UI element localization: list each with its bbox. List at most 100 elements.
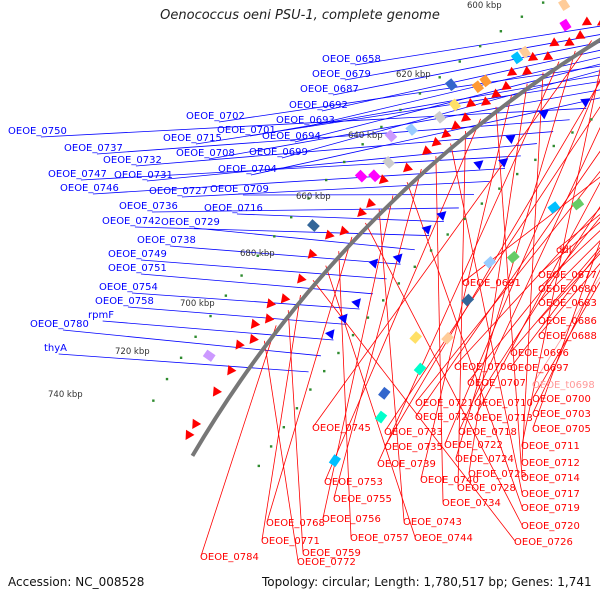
gene-label-forward: OEOE_0709 (210, 184, 269, 195)
gene-label-reverse: OEOE_0712 (521, 458, 580, 469)
reverse-gene-arrow (451, 120, 462, 130)
gene-label-forward: OEOE_0694 (262, 131, 321, 142)
reverse-gene-arrow (235, 339, 245, 350)
genome-backbone (190, 37, 600, 457)
dot-marker (257, 464, 260, 468)
forward-gene-arrow (338, 313, 348, 324)
gene-label-forward: OEOE_0731 (114, 170, 173, 181)
gene-label-reverse: OEOE_0717 (521, 489, 580, 500)
reverse-gene-arrow (357, 207, 368, 217)
reverse-gene-arrow (192, 418, 202, 430)
dot-marker (273, 235, 276, 238)
callout-line-reverse (287, 310, 304, 553)
dot-marker (382, 299, 385, 302)
reverse-gene-arrow (250, 318, 261, 329)
gene-label-reverse: OEOE_0744 (414, 533, 473, 544)
dot-marker (413, 265, 416, 268)
gene-label-reverse: OEOE_0711 (521, 441, 580, 452)
reverse-gene-arrow (466, 97, 477, 108)
callout-line-forward (218, 65, 600, 123)
reverse-gene-arrow (212, 386, 222, 397)
dot-marker (429, 249, 433, 252)
callout-lines (40, 25, 600, 562)
reverse-gene-arrow (564, 36, 575, 47)
callout-line-reverse (450, 143, 523, 494)
feature-block (413, 362, 427, 376)
feature-block (384, 129, 398, 143)
callout-line-forward (294, 63, 600, 143)
callout-line-forward (140, 259, 387, 280)
dot-marker (446, 233, 449, 236)
callout-line-forward (321, 49, 600, 112)
dot-marker (499, 30, 503, 33)
reverse-gene-arrow (249, 333, 259, 345)
dot-marker (295, 407, 299, 410)
callout-line-reverse (415, 170, 600, 403)
gene-arrows (185, 16, 600, 440)
dot-marker (209, 314, 212, 318)
reverse-gene-arrow (297, 273, 307, 284)
feature-block (374, 410, 388, 424)
reverse-gene-arrow (543, 51, 554, 61)
callout-line-reverse (377, 61, 560, 464)
callout-line-reverse (365, 222, 523, 526)
callout-line-reverse (266, 236, 353, 523)
gene-label-reverse: OEOE_0721 (415, 398, 474, 409)
gene-label-reverse: ddl (556, 245, 571, 256)
gene-label-reverse: OEOE_0706 (454, 362, 513, 373)
gene-label-reverse: OEOE_0772 (297, 557, 356, 568)
callout-line-reverse (532, 269, 600, 414)
gene-label-forward: OEOE_0732 (103, 155, 162, 166)
gene-label-reverse: OEOE_0720 (521, 521, 580, 532)
gene-label-reverse: OEOE_0703 (532, 409, 591, 420)
gene-label-forward: OEOE_0754 (99, 282, 158, 293)
ruler-label: 700 kbp (180, 299, 215, 309)
callout-line-reverse (458, 126, 600, 432)
gene-label-forward: rpmF (88, 310, 114, 321)
callout-line-reverse (312, 40, 593, 428)
gene-label-forward: OEOE_0693 (276, 115, 335, 126)
accession-text: Accession: NC_008528 (8, 575, 145, 589)
callout-line-forward (62, 329, 321, 357)
reverse-gene-arrow (421, 145, 433, 155)
reverse-gene-arrow (481, 96, 492, 106)
dot-marker (541, 1, 545, 4)
feature-block (202, 349, 216, 362)
forward-gene-arrow (325, 329, 335, 340)
gene-label-reverse: OEOE_0733 (384, 427, 443, 438)
dot-marker (438, 76, 441, 79)
dot-marker (194, 335, 197, 338)
gene-label-forward: OEOE_0738 (137, 235, 196, 246)
genome-summary-text: Topology: circular; Length: 1,780,517 bp… (262, 575, 592, 589)
gene-label-forward: OEOE_0749 (108, 249, 167, 260)
reverse-gene-arrow (501, 80, 512, 91)
callout-line-forward (146, 143, 537, 182)
feature-block (445, 78, 458, 92)
dot-marker (290, 216, 293, 219)
gene-label-reverse: OEOE_0739 (377, 459, 436, 470)
gene-label-forward: OEOE_0699 (249, 147, 308, 158)
callout-line-reverse (510, 249, 600, 368)
dot-marker (498, 187, 501, 190)
gene-label-reverse: OEOE_t0698 (532, 380, 595, 391)
callout-line-forward (169, 245, 401, 265)
forward-gene-arrow (538, 110, 549, 120)
forward-gene-arrow (436, 211, 447, 221)
gene-label-forward: OEOE_0746 (60, 183, 119, 194)
dot-marker (165, 377, 169, 381)
callout-line-reverse (415, 150, 600, 417)
callout-line-forward (102, 320, 334, 341)
gene-label-forward: OEOE_0751 (108, 263, 167, 274)
gene-label-forward: OEOE_0708 (176, 148, 235, 159)
feature-block (547, 201, 561, 214)
callout-line-forward (181, 180, 490, 198)
gene-label-reverse: OEOE_0771 (261, 536, 320, 547)
reverse-gene-arrow (339, 225, 350, 236)
dot-marker (380, 125, 383, 129)
callout-line-reverse (457, 130, 466, 488)
gene-label-forward: OEOE_0701 (217, 125, 276, 136)
reverse-gene-arrow (185, 429, 195, 440)
gene-label-reverse: OEOE_0743 (403, 517, 462, 528)
callout-line-reverse (532, 281, 600, 399)
gene-label-reverse: OEOE_0722 (444, 440, 503, 451)
